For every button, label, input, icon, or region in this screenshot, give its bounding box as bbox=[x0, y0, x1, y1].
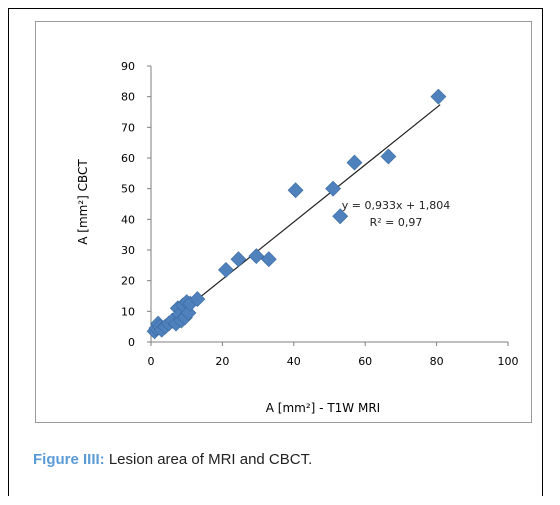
x-tick-label: 0 bbox=[148, 355, 155, 368]
figure-frame: 0 10 20 30 40 50 60 70 80 90 0 20 40 60 80 100 y = 0,9… bbox=[8, 8, 543, 496]
y-tick-label: 60 bbox=[121, 152, 135, 165]
chart-area: 0 10 20 30 40 50 60 70 80 90 0 20 40 60 80 100 y = 0,9… bbox=[35, 21, 532, 423]
y-tick-label: 70 bbox=[121, 121, 135, 134]
x-tick-label: 40 bbox=[287, 355, 301, 368]
equation-annotation: y = 0,933x + 1,804 bbox=[342, 199, 450, 212]
data-points bbox=[146, 88, 447, 340]
x-tick-label: 20 bbox=[215, 355, 229, 368]
data-point bbox=[230, 251, 247, 268]
x-axis-title: A [mm²] - T1W MRI bbox=[266, 401, 380, 415]
figure-caption: Figure IIII: Lesion area of MRI and CBCT… bbox=[33, 451, 312, 468]
trendline bbox=[154, 104, 441, 335]
r2-annotation: R² = 0,97 bbox=[370, 216, 423, 229]
data-point bbox=[380, 148, 397, 165]
y-tick-label: 80 bbox=[121, 91, 135, 104]
data-point bbox=[332, 208, 349, 225]
y-tick-label: 50 bbox=[121, 183, 135, 196]
data-point bbox=[287, 182, 304, 199]
y-tick-label: 10 bbox=[121, 305, 135, 318]
y-tick-label: 20 bbox=[121, 275, 135, 288]
data-point bbox=[189, 291, 206, 307]
scatter-chart: 0 10 20 30 40 50 60 70 80 90 0 20 40 60 80 100 y = 0,9… bbox=[76, 60, 519, 415]
data-point bbox=[430, 88, 447, 105]
data-point bbox=[218, 262, 234, 278]
data-point bbox=[248, 248, 265, 265]
x-tick-label: 60 bbox=[358, 355, 372, 368]
x-tick-label: 100 bbox=[498, 355, 519, 368]
y-tick-label: 30 bbox=[121, 244, 135, 257]
data-point bbox=[346, 154, 363, 171]
y-axis-title: A [mm²] CBCT bbox=[76, 159, 90, 245]
y-axis-ticks: 0 10 20 30 40 50 60 70 80 90 bbox=[121, 60, 151, 349]
y-tick-label: 40 bbox=[121, 213, 135, 226]
caption-text: Lesion area of MRI and CBCT. bbox=[104, 451, 313, 468]
data-point bbox=[325, 180, 341, 197]
y-tick-label: 0 bbox=[128, 336, 135, 349]
data-point bbox=[260, 251, 277, 268]
x-tick-label: 80 bbox=[430, 355, 444, 368]
caption-label: Figure IIII: bbox=[33, 451, 105, 468]
x-axis-ticks: 0 20 40 60 80 100 bbox=[148, 342, 519, 368]
y-tick-label: 90 bbox=[121, 60, 135, 73]
